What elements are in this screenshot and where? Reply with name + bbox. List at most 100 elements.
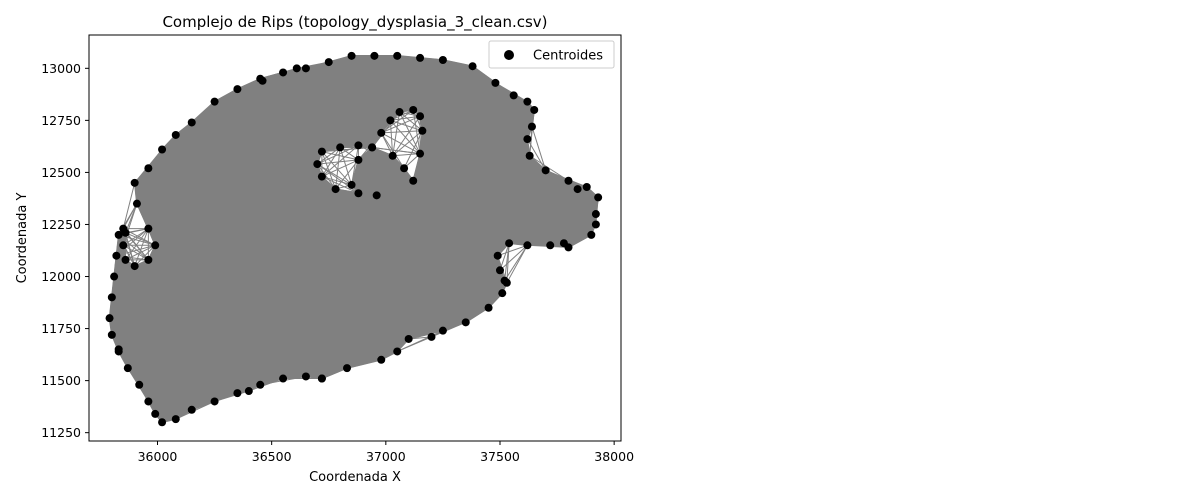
centroid-point <box>541 166 550 175</box>
centroid-point <box>594 193 603 202</box>
rips-edge <box>381 130 423 134</box>
y-tick-label: 12250 <box>41 217 81 232</box>
plot-frame <box>88 34 622 442</box>
centroid-point <box>292 64 301 73</box>
rips-edge <box>214 88 238 103</box>
rips-edge <box>321 159 359 178</box>
rips-edge <box>262 67 297 82</box>
centroid-point <box>233 85 242 94</box>
centroid-point <box>331 185 340 194</box>
centroid-point <box>301 64 310 73</box>
legend-box <box>488 40 615 69</box>
y-tick-label: 11250 <box>41 425 81 440</box>
rips-edge <box>122 244 149 261</box>
centroid-point <box>509 91 518 100</box>
rips-edge <box>317 147 341 165</box>
x-tick-label: 37500 <box>480 449 520 464</box>
centroid-point <box>107 330 116 339</box>
rips-edge <box>412 153 421 181</box>
centroid-point <box>210 397 219 406</box>
centroid-point <box>395 108 404 117</box>
centroid-point <box>317 172 326 181</box>
centroid-point <box>171 415 180 424</box>
centroid-point <box>573 185 582 194</box>
centroid-point <box>393 347 402 356</box>
rips-edge <box>392 153 421 157</box>
x-tick-label: 36500 <box>252 449 292 464</box>
centroid-point <box>354 189 363 198</box>
y-tick-label: 11750 <box>41 321 81 336</box>
x-tick-label: 37000 <box>366 449 406 464</box>
x-tick-label: 36000 <box>138 449 178 464</box>
rips-edge <box>399 111 423 132</box>
rips-edge <box>568 213 597 248</box>
rips-edge <box>568 224 597 248</box>
centroid-point <box>233 389 242 398</box>
y-tick-label: 13000 <box>41 61 81 76</box>
rips-edge <box>545 169 578 190</box>
centroid-point <box>258 76 267 85</box>
centroid-point <box>393 51 402 60</box>
centroid-point <box>416 53 425 62</box>
centroid-point <box>343 364 352 373</box>
rips-edge <box>357 159 378 196</box>
rips-edge <box>563 234 592 244</box>
rips-edge <box>376 155 394 196</box>
centroid-point <box>377 355 386 364</box>
rips-edge <box>376 167 405 196</box>
y-axis-label: Coordenada Y <box>15 193 30 284</box>
centroid-point <box>354 141 363 150</box>
centroid-point <box>158 145 167 154</box>
centroid-point <box>105 314 114 323</box>
centroid-point <box>404 334 413 343</box>
rips-edge <box>351 184 377 196</box>
rips-edge <box>563 213 597 244</box>
centroid-point <box>187 118 196 127</box>
centroid-point <box>505 239 514 248</box>
centroid-point <box>591 210 600 219</box>
rips-edge <box>376 180 414 196</box>
x-axis-ticks: 36000 36500 37000 37500 38000 <box>138 441 634 464</box>
centroid-point <box>500 276 509 285</box>
rips-edge <box>321 151 359 161</box>
legend-marker-centroides <box>504 50 514 60</box>
centroid-point <box>130 178 139 187</box>
rips-edge <box>358 159 405 169</box>
centroid-point <box>438 326 447 335</box>
centroid-point <box>130 262 139 271</box>
centroid-points <box>105 51 603 427</box>
centroid-point <box>368 143 377 152</box>
centroid-point <box>498 289 507 298</box>
rips-edge <box>191 101 215 123</box>
rips-edge <box>381 132 421 155</box>
centroid-point <box>491 78 500 87</box>
centroid-point <box>121 255 130 264</box>
rips-edge <box>111 265 136 298</box>
rips-edge <box>397 336 432 352</box>
centroid-point <box>409 176 418 185</box>
rips-edge <box>568 234 592 248</box>
y-tick-label: 12000 <box>41 269 81 284</box>
centroid-point <box>244 387 253 396</box>
centroid-point <box>546 241 555 250</box>
rips-edge <box>390 120 421 155</box>
centroid-point <box>151 409 160 418</box>
centroid-point <box>336 143 345 152</box>
rips-edge <box>390 115 421 121</box>
centroid-point <box>468 62 477 71</box>
legend-label-centroides: Centroides <box>533 49 603 64</box>
y-axis-ticks: 11250 11500 11750 12000 12250 12500 12750 13000 <box>41 61 89 440</box>
rips-edge <box>116 244 156 257</box>
rips-edge <box>499 244 528 271</box>
rips-edge <box>371 147 405 169</box>
chart-title: Complejo de Rips (topology_dysplasia_3_c… <box>162 13 547 32</box>
centroid-point <box>313 160 322 169</box>
rips-edge <box>358 144 393 157</box>
centroid-point <box>112 251 121 260</box>
rips-edge <box>351 159 359 186</box>
centroid-point <box>495 266 504 275</box>
rips-edge <box>346 359 382 369</box>
rips-edge <box>358 155 393 161</box>
centroid-point <box>527 122 536 131</box>
